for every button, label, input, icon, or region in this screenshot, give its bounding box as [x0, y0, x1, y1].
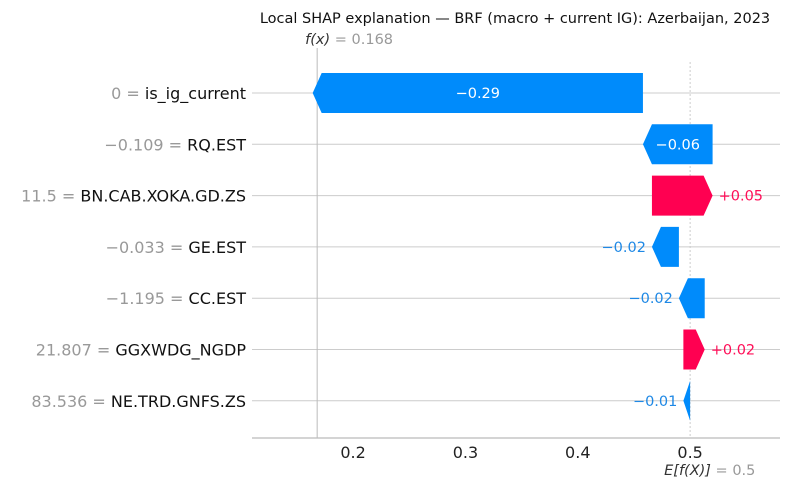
feature-name: CC.EST	[189, 289, 247, 308]
feature-name: NE.TRD.GNFS.ZS	[111, 392, 246, 411]
feature-label: −1.195 = CC.EST	[106, 289, 246, 308]
chart-title: Local SHAP explanation — BRF (macro + cu…	[260, 11, 770, 27]
efx-value: = 0.5	[711, 463, 755, 479]
feature-label: 0 = is_ig_current	[111, 84, 246, 104]
feature-value: 0 =	[111, 84, 145, 103]
bar-GE.EST	[651, 226, 679, 267]
bar-value-label: −0.29	[456, 86, 500, 102]
bar-BN.CAB.XOKA.GD.ZS	[651, 175, 713, 216]
feature-name: BN.CAB.XOKA.GD.ZS	[80, 187, 246, 206]
bar-GGXWDG_NGDP	[683, 329, 705, 370]
feature-value: −1.195 =	[106, 289, 189, 308]
bar-value-label: −0.02	[601, 240, 645, 256]
value-guides	[316, 48, 691, 438]
feature-label: 21.807 = GGXWDG_NGDP	[36, 341, 247, 361]
feature-label: 83.536 = NE.TRD.GNFS.ZS	[31, 392, 246, 411]
bar-value-label: −0.02	[628, 291, 672, 307]
feature-name: is_ig_current	[145, 84, 246, 104]
x-tick-label: 0.3	[453, 443, 478, 462]
efx-func: E[f(X)]	[664, 463, 711, 479]
feature-name: RQ.EST	[187, 135, 246, 154]
feature-value: 21.807 =	[36, 341, 116, 360]
x-tick-label: 0.2	[340, 443, 365, 462]
bar-value-label: +0.05	[719, 189, 763, 205]
grid	[252, 92, 780, 402]
bar-RQ.EST	[642, 124, 713, 165]
feature-labels: 83.536 = NE.TRD.GNFS.ZS 21.807 = GGXWDG_N…	[21, 84, 246, 411]
bar-NE.TRD.GNFS.ZS	[683, 380, 691, 421]
expected-value-label: E[f(X)] = 0.5	[664, 463, 755, 479]
fx-value: = 0.168	[330, 32, 393, 48]
fx-func: f(x)	[305, 32, 330, 48]
bar-value-label: +0.02	[711, 343, 755, 359]
x-tick-label: 0.5	[677, 443, 702, 462]
bar-value-label: −0.06	[656, 137, 700, 153]
bars: −0.01 +0.02 −0.02 −0.02 +0.05 −0.06 −0.29	[312, 73, 763, 421]
feature-value: 83.536 =	[31, 392, 111, 411]
feature-value: −0.033 =	[106, 238, 189, 257]
bar-is_ig_current	[312, 73, 643, 113]
fx-label: f(x) = 0.168	[305, 32, 393, 48]
feature-value: −0.109 =	[104, 135, 187, 154]
feature-value: 11.5 =	[21, 187, 80, 206]
bar-CC.EST	[678, 278, 705, 319]
bar-value-label: −0.01	[633, 394, 677, 410]
feature-name: GE.EST	[188, 238, 246, 257]
feature-label: −0.109 = RQ.EST	[104, 135, 246, 154]
x-axis: 0.2 0.3 0.4 0.5	[252, 437, 780, 462]
feature-label: 11.5 = BN.CAB.XOKA.GD.ZS	[21, 187, 246, 206]
feature-name: GGXWDG_NGDP	[115, 341, 246, 361]
feature-label: −0.033 = GE.EST	[106, 238, 247, 257]
x-tick-label: 0.4	[565, 443, 590, 462]
